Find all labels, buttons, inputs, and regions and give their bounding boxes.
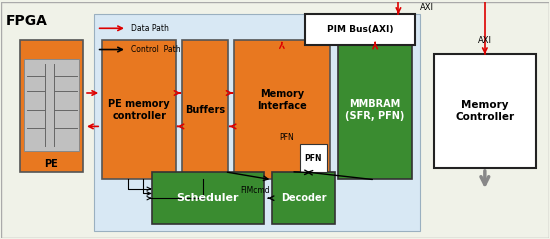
- Bar: [152, 172, 264, 224]
- Text: AXI: AXI: [420, 3, 434, 12]
- Text: PE: PE: [45, 159, 58, 169]
- Text: PFN: PFN: [279, 133, 294, 141]
- Text: Memory
Interface: Memory Interface: [257, 89, 307, 111]
- Text: AXI: AXI: [478, 36, 492, 45]
- Bar: [182, 40, 228, 179]
- Bar: [102, 40, 176, 179]
- Text: FIMcmd: FIMcmd: [240, 186, 270, 196]
- Bar: [272, 172, 336, 224]
- Bar: [234, 40, 330, 179]
- Text: Memory
Controller: Memory Controller: [455, 100, 514, 122]
- Text: PE memory
controller: PE memory controller: [108, 99, 170, 120]
- Bar: [300, 144, 327, 172]
- Text: PFN: PFN: [305, 154, 322, 163]
- Text: Scheduler: Scheduler: [177, 193, 239, 203]
- Bar: [20, 40, 83, 172]
- Text: Decoder: Decoder: [281, 193, 327, 203]
- Bar: [94, 14, 420, 231]
- Bar: [24, 59, 79, 151]
- Text: Buffers: Buffers: [185, 105, 225, 115]
- Text: Data Path: Data Path: [131, 24, 169, 33]
- Text: FPGA: FPGA: [6, 14, 48, 28]
- Text: PIM Bus(AXI): PIM Bus(AXI): [327, 25, 393, 34]
- Text: MMBRAM
(SFR, PFN): MMBRAM (SFR, PFN): [345, 99, 405, 120]
- Bar: [338, 40, 412, 179]
- Bar: [434, 54, 536, 168]
- Text: Control  Path: Control Path: [131, 45, 180, 54]
- Bar: [305, 14, 415, 45]
